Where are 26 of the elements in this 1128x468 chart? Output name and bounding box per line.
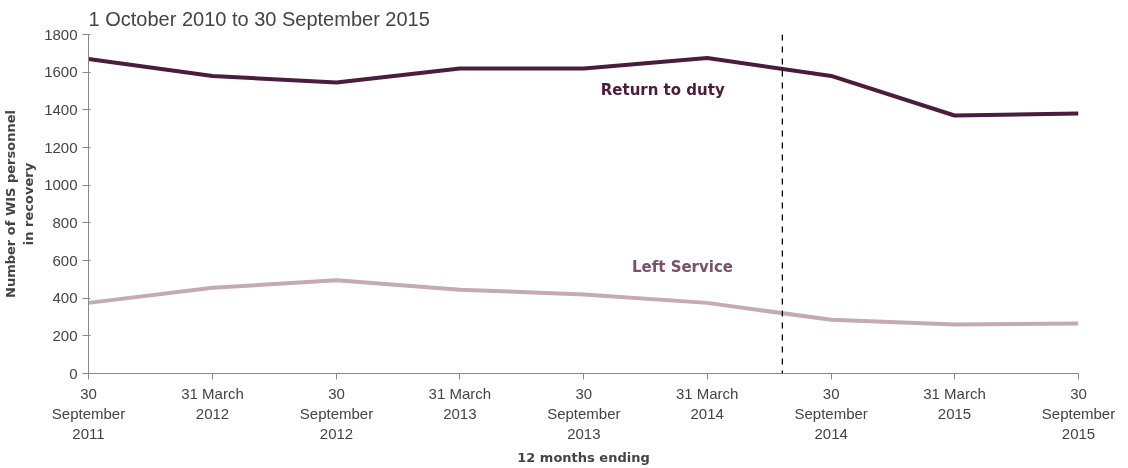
series-label: Return to duty (600, 80, 725, 99)
y-tick-label: 1400 (44, 100, 78, 118)
y-tick-label: 600 (52, 251, 78, 269)
y-tick-label: 0 (69, 364, 78, 382)
x-tick-label: 31 March 2014 (675, 384, 739, 422)
y-axis-title: Number of WIS personnel in recovery (3, 110, 37, 298)
x-tick-label: 31 March 2013 (428, 384, 492, 422)
x-tick-label: 30 September 2011 (51, 384, 126, 443)
y-tick-label: 200 (52, 326, 78, 344)
y-tick-label: 1800 (44, 25, 78, 43)
y-tick-label: 1600 (44, 63, 78, 81)
x-tick-label: 31 March 2015 (923, 384, 986, 422)
series-label: Left Service (632, 257, 734, 276)
line-series (88, 278, 1079, 327)
x-tick-label: 30 September 2013 (547, 384, 621, 443)
chart-title: 1 October 2010 to 30 September 2015 (88, 7, 430, 30)
line-series (88, 56, 1079, 118)
x-axis-title: 12 months ending (517, 450, 650, 466)
x-tick-label: 30 September 2014 (794, 384, 868, 443)
y-tick-label: 1000 (44, 176, 78, 194)
y-tick-label: 800 (52, 213, 78, 231)
x-tick-label: 30 September 2012 (299, 384, 374, 443)
x-tick-label: 31 March 2012 (181, 384, 244, 422)
y-tick-label: 400 (52, 289, 78, 307)
y-tick-label: 1200 (44, 138, 78, 156)
x-tick-label: 30 September 2015 (1041, 384, 1116, 443)
